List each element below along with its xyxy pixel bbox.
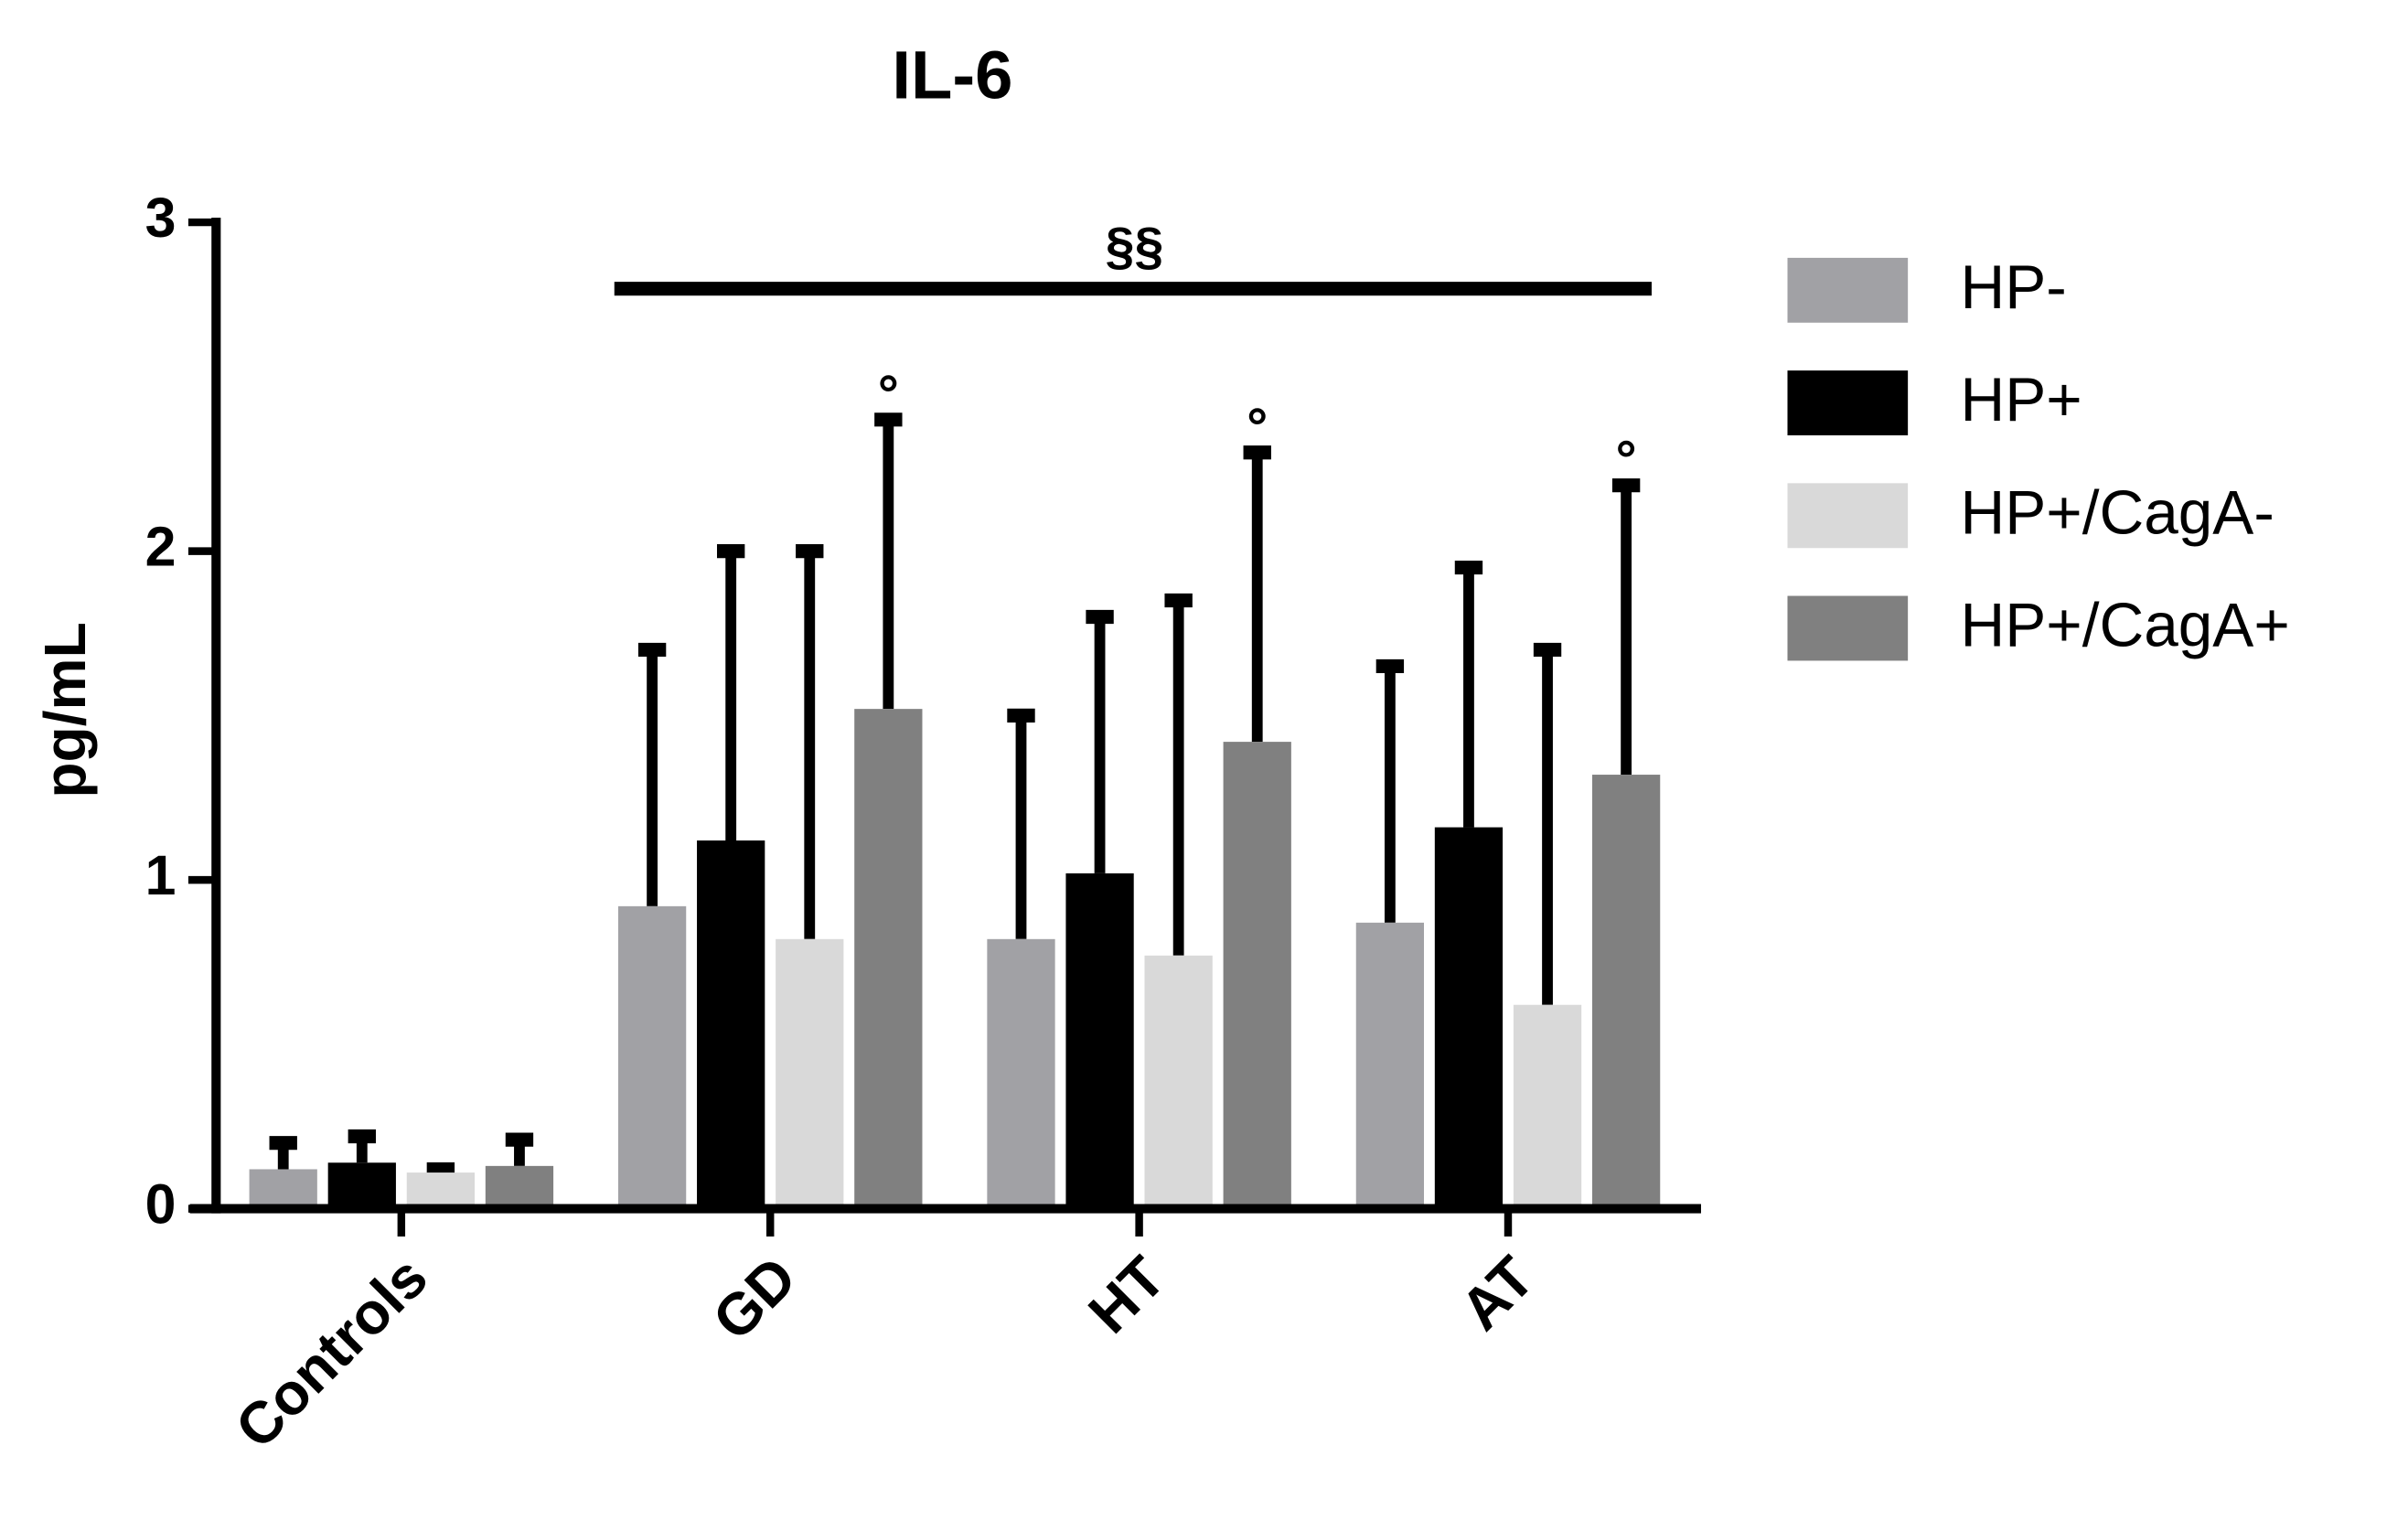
bar [485, 1165, 554, 1209]
bar [1144, 955, 1213, 1209]
bar [1591, 775, 1661, 1209]
annotation: ° [1247, 398, 1268, 456]
x-tick-label: AT [1448, 1244, 1546, 1343]
bar [617, 905, 687, 1209]
bar [854, 709, 923, 1209]
legend-label: HP- [1961, 253, 2067, 322]
y-tick-label: 0 [145, 1173, 177, 1236]
bar [406, 1172, 476, 1209]
bar [1223, 742, 1291, 1209]
legend-swatch [1787, 483, 1909, 549]
x-tick-label: GD [700, 1244, 808, 1353]
bar [776, 938, 844, 1209]
bar [249, 1169, 317, 1209]
bar [697, 840, 765, 1209]
annotation: ° [1616, 431, 1637, 489]
y-tick-label: 1 [145, 844, 177, 906]
bar [327, 1162, 396, 1209]
bar [1434, 827, 1504, 1209]
bar [1065, 873, 1134, 1209]
y-tick-label: 3 [145, 187, 177, 249]
legend-label: HP+/CagA+ [1961, 592, 2290, 660]
bar [987, 938, 1055, 1209]
legend-swatch [1787, 257, 1909, 323]
legend-label: HP+/CagA- [1961, 478, 2274, 547]
bar [1355, 922, 1425, 1209]
x-tick-label: HT [1076, 1244, 1177, 1345]
legend-swatch [1787, 595, 1909, 661]
legend-label: HP+ [1961, 366, 2082, 434]
legend-swatch [1787, 370, 1909, 436]
annotation: ° [878, 365, 899, 423]
annotation: §§ [1106, 218, 1164, 276]
y-axis-label: pg/mL [32, 622, 98, 798]
y-tick-label: 2 [145, 516, 177, 578]
chart-title: IL-6 [892, 37, 1012, 112]
x-tick-label: Controls [223, 1244, 440, 1461]
bar [1513, 1004, 1582, 1209]
